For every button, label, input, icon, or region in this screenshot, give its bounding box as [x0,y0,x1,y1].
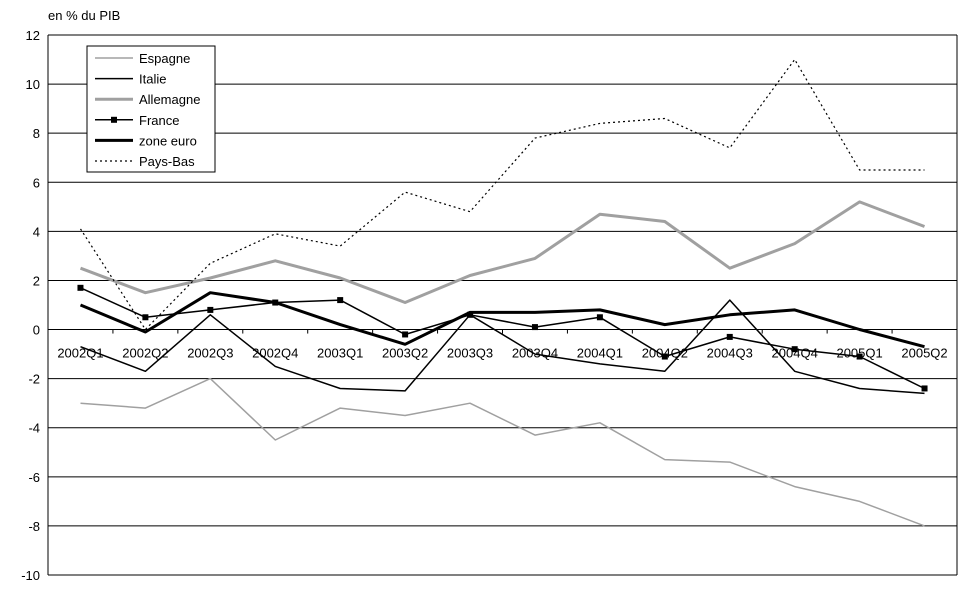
y-tick-label: 12 [26,28,40,43]
series-line-pays-bas [79,58,925,331]
legend: Espagne Italie Allemagne France zone euro Pay… [86,45,216,173]
legend-box [86,45,216,173]
series-marker [921,385,928,392]
y-tick-label: 0 [33,323,40,338]
y-tick-label: -10 [21,568,40,583]
x-tick-label: 2003Q1 [317,346,363,361]
x-tick-label: 2004Q3 [707,346,753,361]
x-axis-ticks: 2002Q1 2002Q2 2002Q3 2002Q4 2003Q1 2003Q2 2003… [57,346,947,361]
y-axis-ticks: 12 10 8 6 4 2 0 -2 -4 -6 -8 -10 [21,28,40,583]
series-marker [337,297,344,304]
y-tick-label: 2 [33,273,40,288]
x-tick-label: 2002Q1 [57,346,103,361]
series-marker [661,353,668,360]
series-line-france [80,287,925,390]
y-tick-label: 10 [26,77,40,92]
x-tick-label: 2003Q4 [512,346,558,361]
x-tick-label: 2005Q2 [901,346,947,361]
legend-marker [111,116,117,123]
legend-label: Pays-Bas [139,154,195,169]
series-marker [531,324,538,331]
x-tick-label: 2005Q1 [836,346,882,361]
series-marker [726,333,733,340]
legend-label: zone euro [139,133,197,148]
y-tick-label: -4 [28,421,40,436]
legend-label: Allemagne [139,92,200,107]
y-tick-label: -8 [28,519,40,534]
series-line-italie [80,299,925,395]
series-line-zone-euro [79,291,925,349]
y-unit-label: en % du PIB [48,8,120,23]
series-marker [77,284,84,291]
series-line-allemagne [79,200,926,304]
legend-label: Italie [139,72,166,87]
y-tick-label: -2 [28,372,40,387]
series-marker [402,331,409,338]
x-tick-label: 2002Q2 [122,346,168,361]
y-tick-label: 4 [33,224,40,239]
series-marker [791,346,798,353]
y-tick-label: 8 [33,126,40,141]
x-tick-label: 2004Q1 [577,346,623,361]
legend-label: Espagne [139,51,190,66]
series-line-espagne [80,377,925,527]
series-lines [77,58,928,527]
legend-label: France [139,113,179,128]
series-marker [142,314,149,321]
series-marker [596,314,603,321]
series-marker [856,353,863,360]
series-marker [207,306,214,313]
y-tick-label: -6 [28,470,40,485]
series-marker [467,311,474,318]
x-tick-label: 2002Q3 [187,346,233,361]
x-tick-label: 2004Q4 [772,346,818,361]
x-tick-label: 2003Q2 [382,346,428,361]
x-tick-label: 2003Q3 [447,346,493,361]
y-tick-label: 6 [33,175,40,190]
axes [47,35,958,575]
